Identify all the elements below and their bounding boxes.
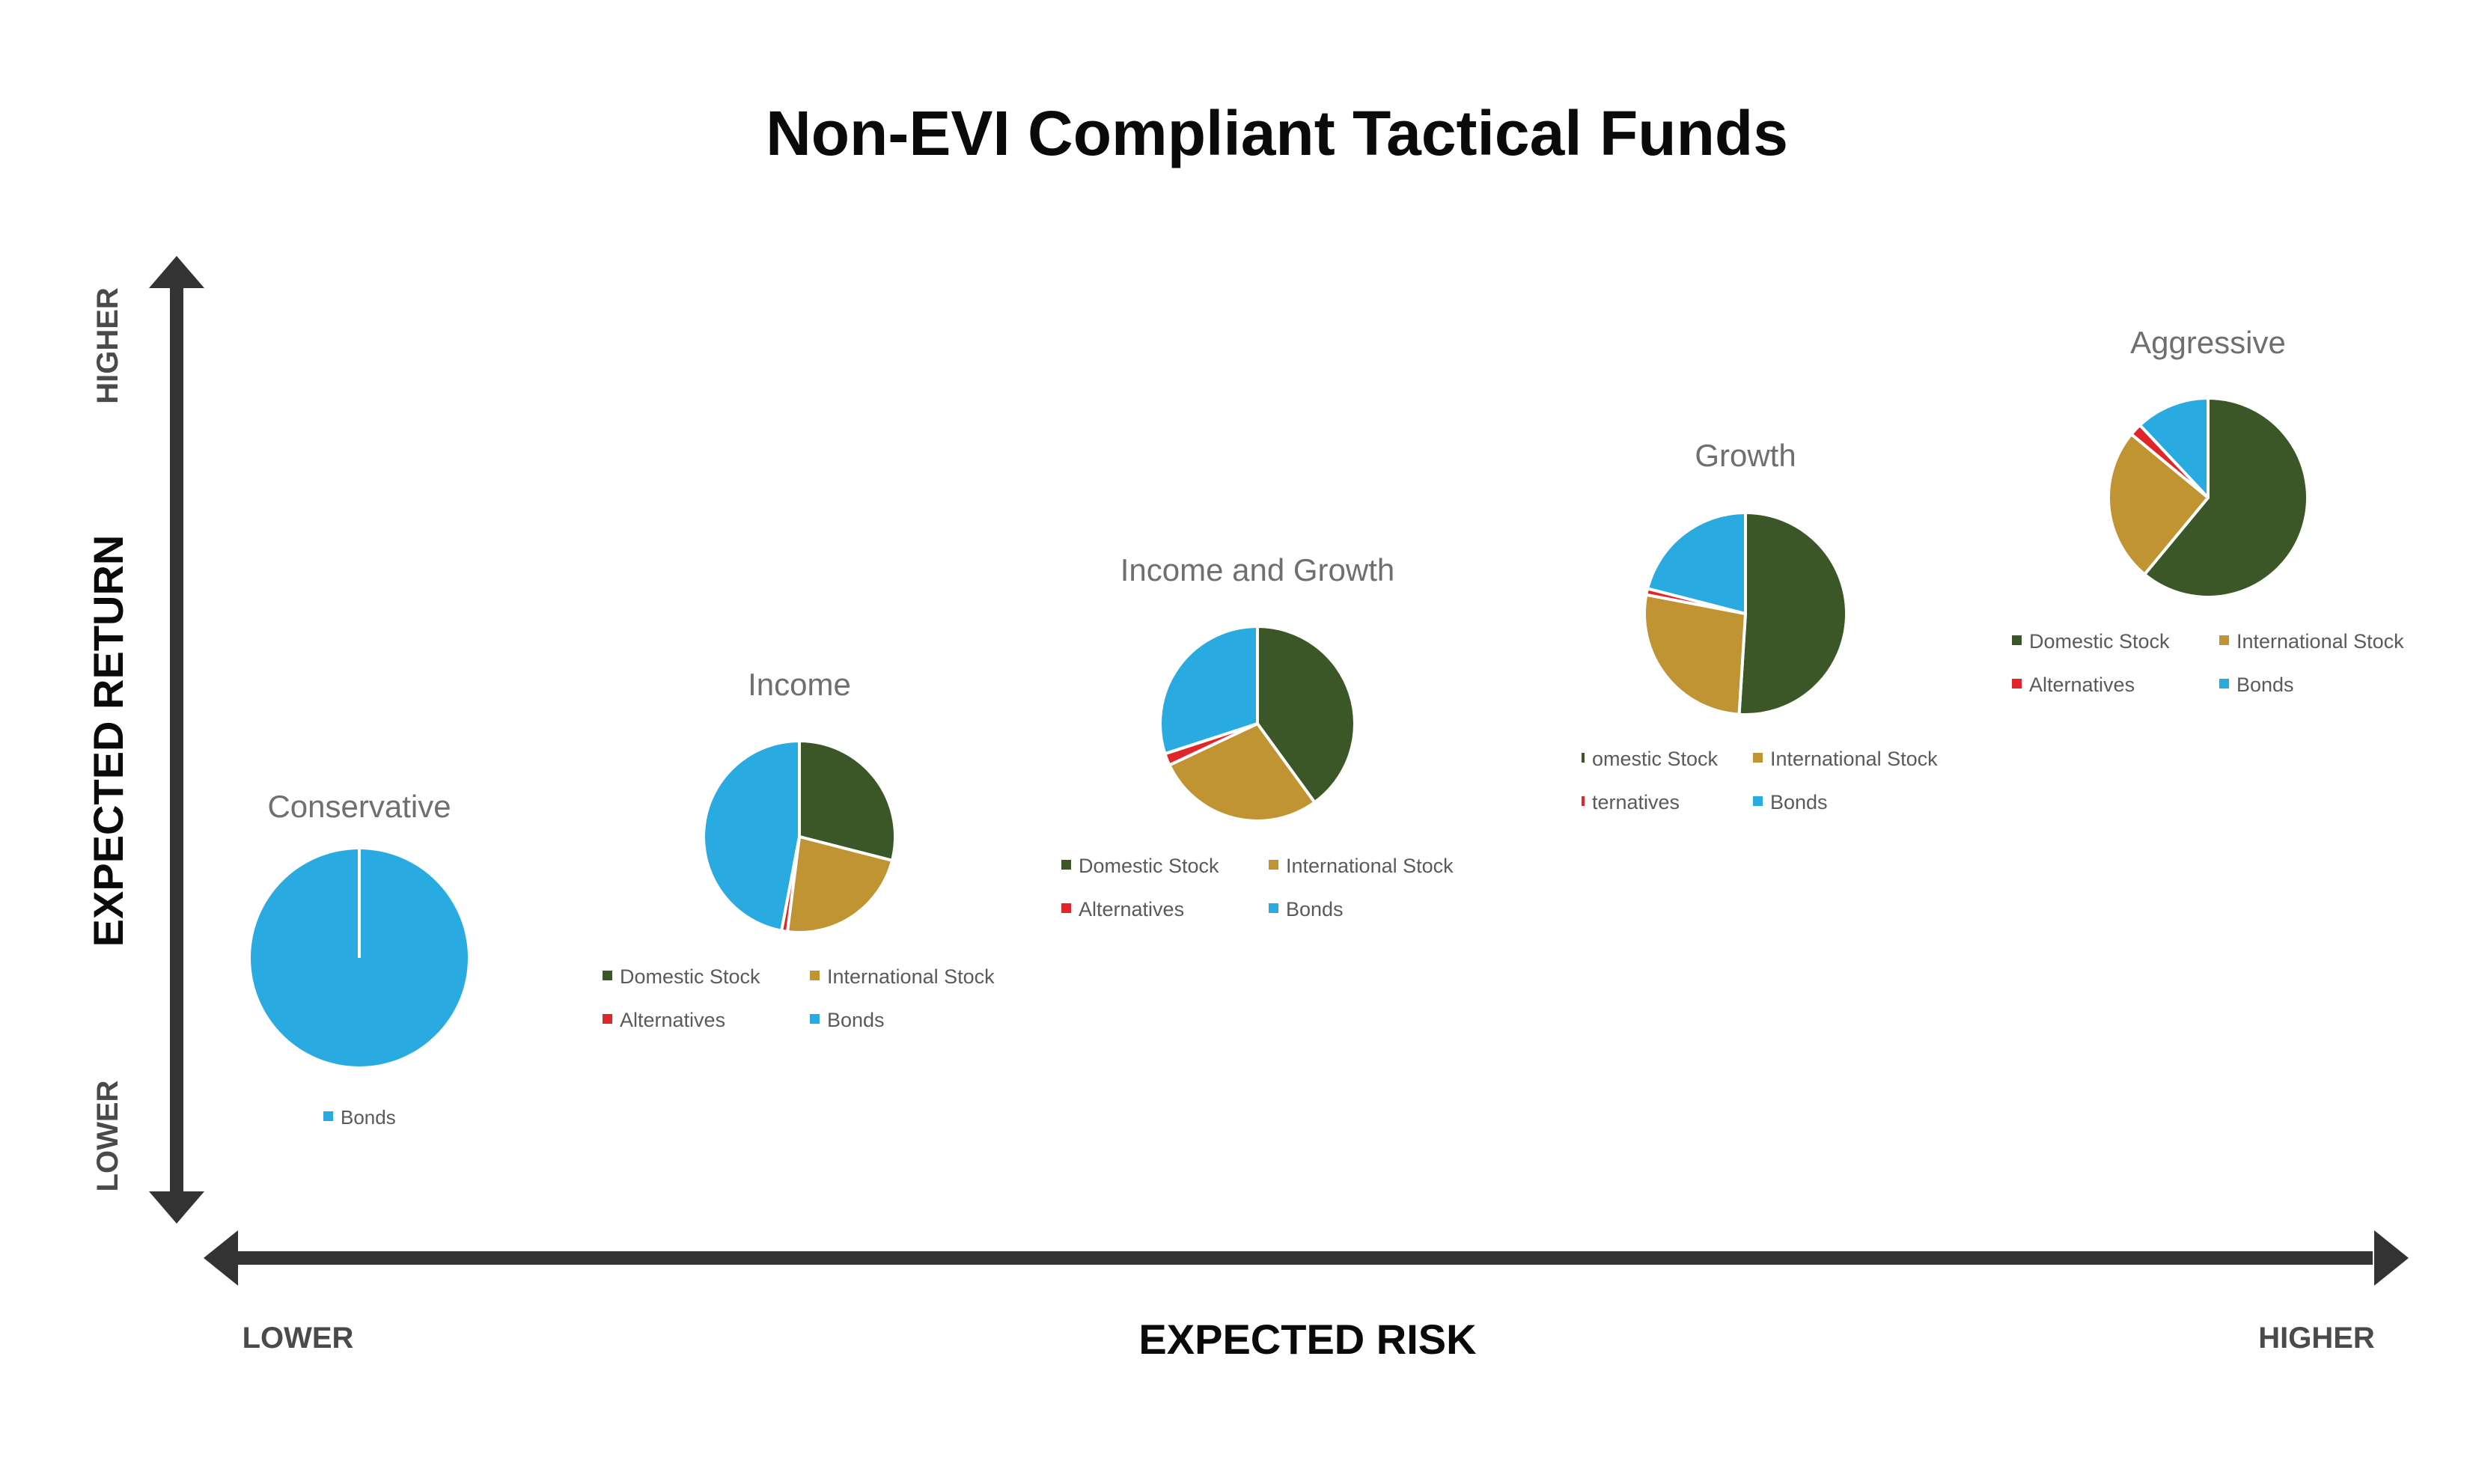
- legend-income-and-growth: Domestic Stock International Stock Alterna…: [1061, 855, 1454, 920]
- legend-label: Domestic Stock: [2029, 630, 2170, 653]
- legend-label: Bonds: [1286, 898, 1344, 920]
- legend-label: International Stock: [1286, 855, 1454, 877]
- pie-title-income-and-growth: Income and Growth: [1120, 552, 1395, 587]
- pie-slice-domestic-stock: [1737, 511, 1849, 716]
- legend-item-bonds: Bonds: [810, 1009, 885, 1031]
- pie-slice-domestic-stock: [1256, 625, 1356, 804]
- legend-swatch: [2012, 635, 2022, 645]
- pie-slice-bonds: [1159, 625, 1259, 756]
- legend-swatch: [2012, 679, 2022, 688]
- pie-slice-international-stock: [2107, 433, 2210, 576]
- y-axis-low-label: LOWER: [91, 1080, 124, 1191]
- pie-title-income: Income: [748, 667, 851, 702]
- legend-item-bonds: Bonds: [1753, 791, 1828, 813]
- legend-label: International Stock: [2236, 630, 2404, 653]
- pie-income: Income Domestic Stock International Stock A…: [603, 667, 995, 1031]
- legend-item-international-stock: International Stock: [1753, 748, 1938, 770]
- legend-swatch: [1582, 753, 1585, 763]
- y-axis-arrow: [149, 256, 204, 1224]
- pie-slice-domestic-stock: [798, 739, 897, 862]
- y-axis-high-label: HIGHER: [91, 287, 124, 404]
- legend-label: Bonds: [827, 1009, 885, 1031]
- legend-label: Domestic Stock: [1079, 855, 1219, 877]
- legend-swatch: [1269, 903, 1278, 913]
- legend-label: International Stock: [1770, 748, 1938, 770]
- chart-title: Non-EVI Compliant Tactical Funds: [766, 98, 1788, 168]
- legend-item-bonds: Bonds: [2219, 674, 2294, 696]
- legend-item-domestic-stock: Domestic Stock: [2012, 630, 2170, 653]
- pie-slice-bonds: [702, 739, 801, 932]
- pie-slice-bonds: [2138, 397, 2210, 499]
- legend-label: omestic Stock: [1592, 748, 1719, 770]
- x-axis-label: EXPECTED RISK: [1138, 1316, 1476, 1363]
- legend-label: Bonds: [1770, 791, 1828, 813]
- x-axis-high-label: HIGHER: [2258, 1322, 2375, 1355]
- legend-swatch: [1061, 860, 1071, 870]
- pie-title-conservative: Conservative: [267, 789, 451, 824]
- pie-slice-domestic-stock: [2143, 397, 2309, 599]
- legend-swatch: [323, 1111, 333, 1121]
- legend-label: Alternatives: [1079, 898, 1184, 920]
- legend-conservative: Bonds: [323, 1106, 396, 1129]
- legend-item-alternatives: Alternatives: [603, 1009, 725, 1031]
- legend-swatch: [2219, 635, 2229, 645]
- legend-item-bonds: Bonds: [1269, 898, 1344, 920]
- legend-item-domestic-stock: Domestic Stock: [1061, 855, 1219, 877]
- legend-swatch: [1269, 860, 1278, 870]
- legend-label: Bonds: [341, 1106, 396, 1129]
- legend-item-international-stock: International Stock: [2219, 630, 2404, 653]
- legend-label: Alternatives: [620, 1009, 725, 1031]
- x-axis-low-label: LOWER: [243, 1322, 354, 1355]
- pie-slice-bonds: [1646, 511, 1747, 615]
- legend-swatch: [1753, 753, 1763, 763]
- pie-slice-international-stock: [1168, 722, 1317, 822]
- pie-aggressive: Aggressive Domestic Stock International St…: [2012, 325, 2404, 696]
- legend-swatch: [1753, 796, 1763, 806]
- legend-item-alternatives: ternatives: [1582, 791, 1680, 813]
- legend-label: International Stock: [827, 965, 995, 988]
- legend-income: Domestic Stock International Stock Alterna…: [603, 965, 995, 1031]
- legend-swatch: [2219, 679, 2229, 688]
- legend-growth: omestic Stock International Stock ternativ…: [1582, 748, 1938, 813]
- y-axis-label: EXPECTED RETURN: [85, 535, 132, 947]
- legend-label: Alternatives: [2029, 674, 2135, 696]
- pie-conservative: Conservative Bonds: [251, 789, 468, 1129]
- pie-income-and-growth: Income and Growth Domestic Stock Internati…: [1061, 552, 1454, 920]
- legend-item-alternatives: Alternatives: [2012, 674, 2135, 696]
- legend-item-domestic-stock: Domestic Stock: [603, 965, 760, 988]
- legend-label: ternatives: [1592, 791, 1680, 813]
- legend-swatch: [603, 971, 612, 980]
- pie-slice-international-stock: [785, 835, 894, 934]
- legend-label: Domestic Stock: [620, 965, 760, 988]
- pie-charts: Conservative Bonds Income Domestic Stock Int…: [251, 325, 2404, 1129]
- legend-item-international-stock: International Stock: [1269, 855, 1454, 877]
- pie-title-growth: Growth: [1695, 438, 1796, 473]
- legend-swatch: [1582, 796, 1585, 806]
- legend-item-bonds: Bonds: [323, 1106, 396, 1129]
- legend-aggressive: Domestic Stock International Stock Alterna…: [2012, 630, 2404, 696]
- pie-slice-international-stock: [1643, 593, 1747, 716]
- legend-label: Bonds: [2236, 674, 2294, 696]
- pie-growth: Growth omestic Stock International Stock te…: [1582, 438, 1938, 813]
- legend-item-alternatives: Alternatives: [1061, 898, 1184, 920]
- pie-title-aggressive: Aggressive: [2130, 325, 2286, 360]
- legend-swatch: [603, 1014, 612, 1024]
- legend-item-international-stock: International Stock: [810, 965, 995, 988]
- x-axis-arrow: [204, 1230, 2409, 1286]
- legend-swatch: [1061, 903, 1071, 913]
- legend-swatch: [810, 1014, 820, 1024]
- legend-item-domestic-stock: omestic Stock: [1582, 748, 1719, 770]
- legend-swatch: [810, 971, 820, 980]
